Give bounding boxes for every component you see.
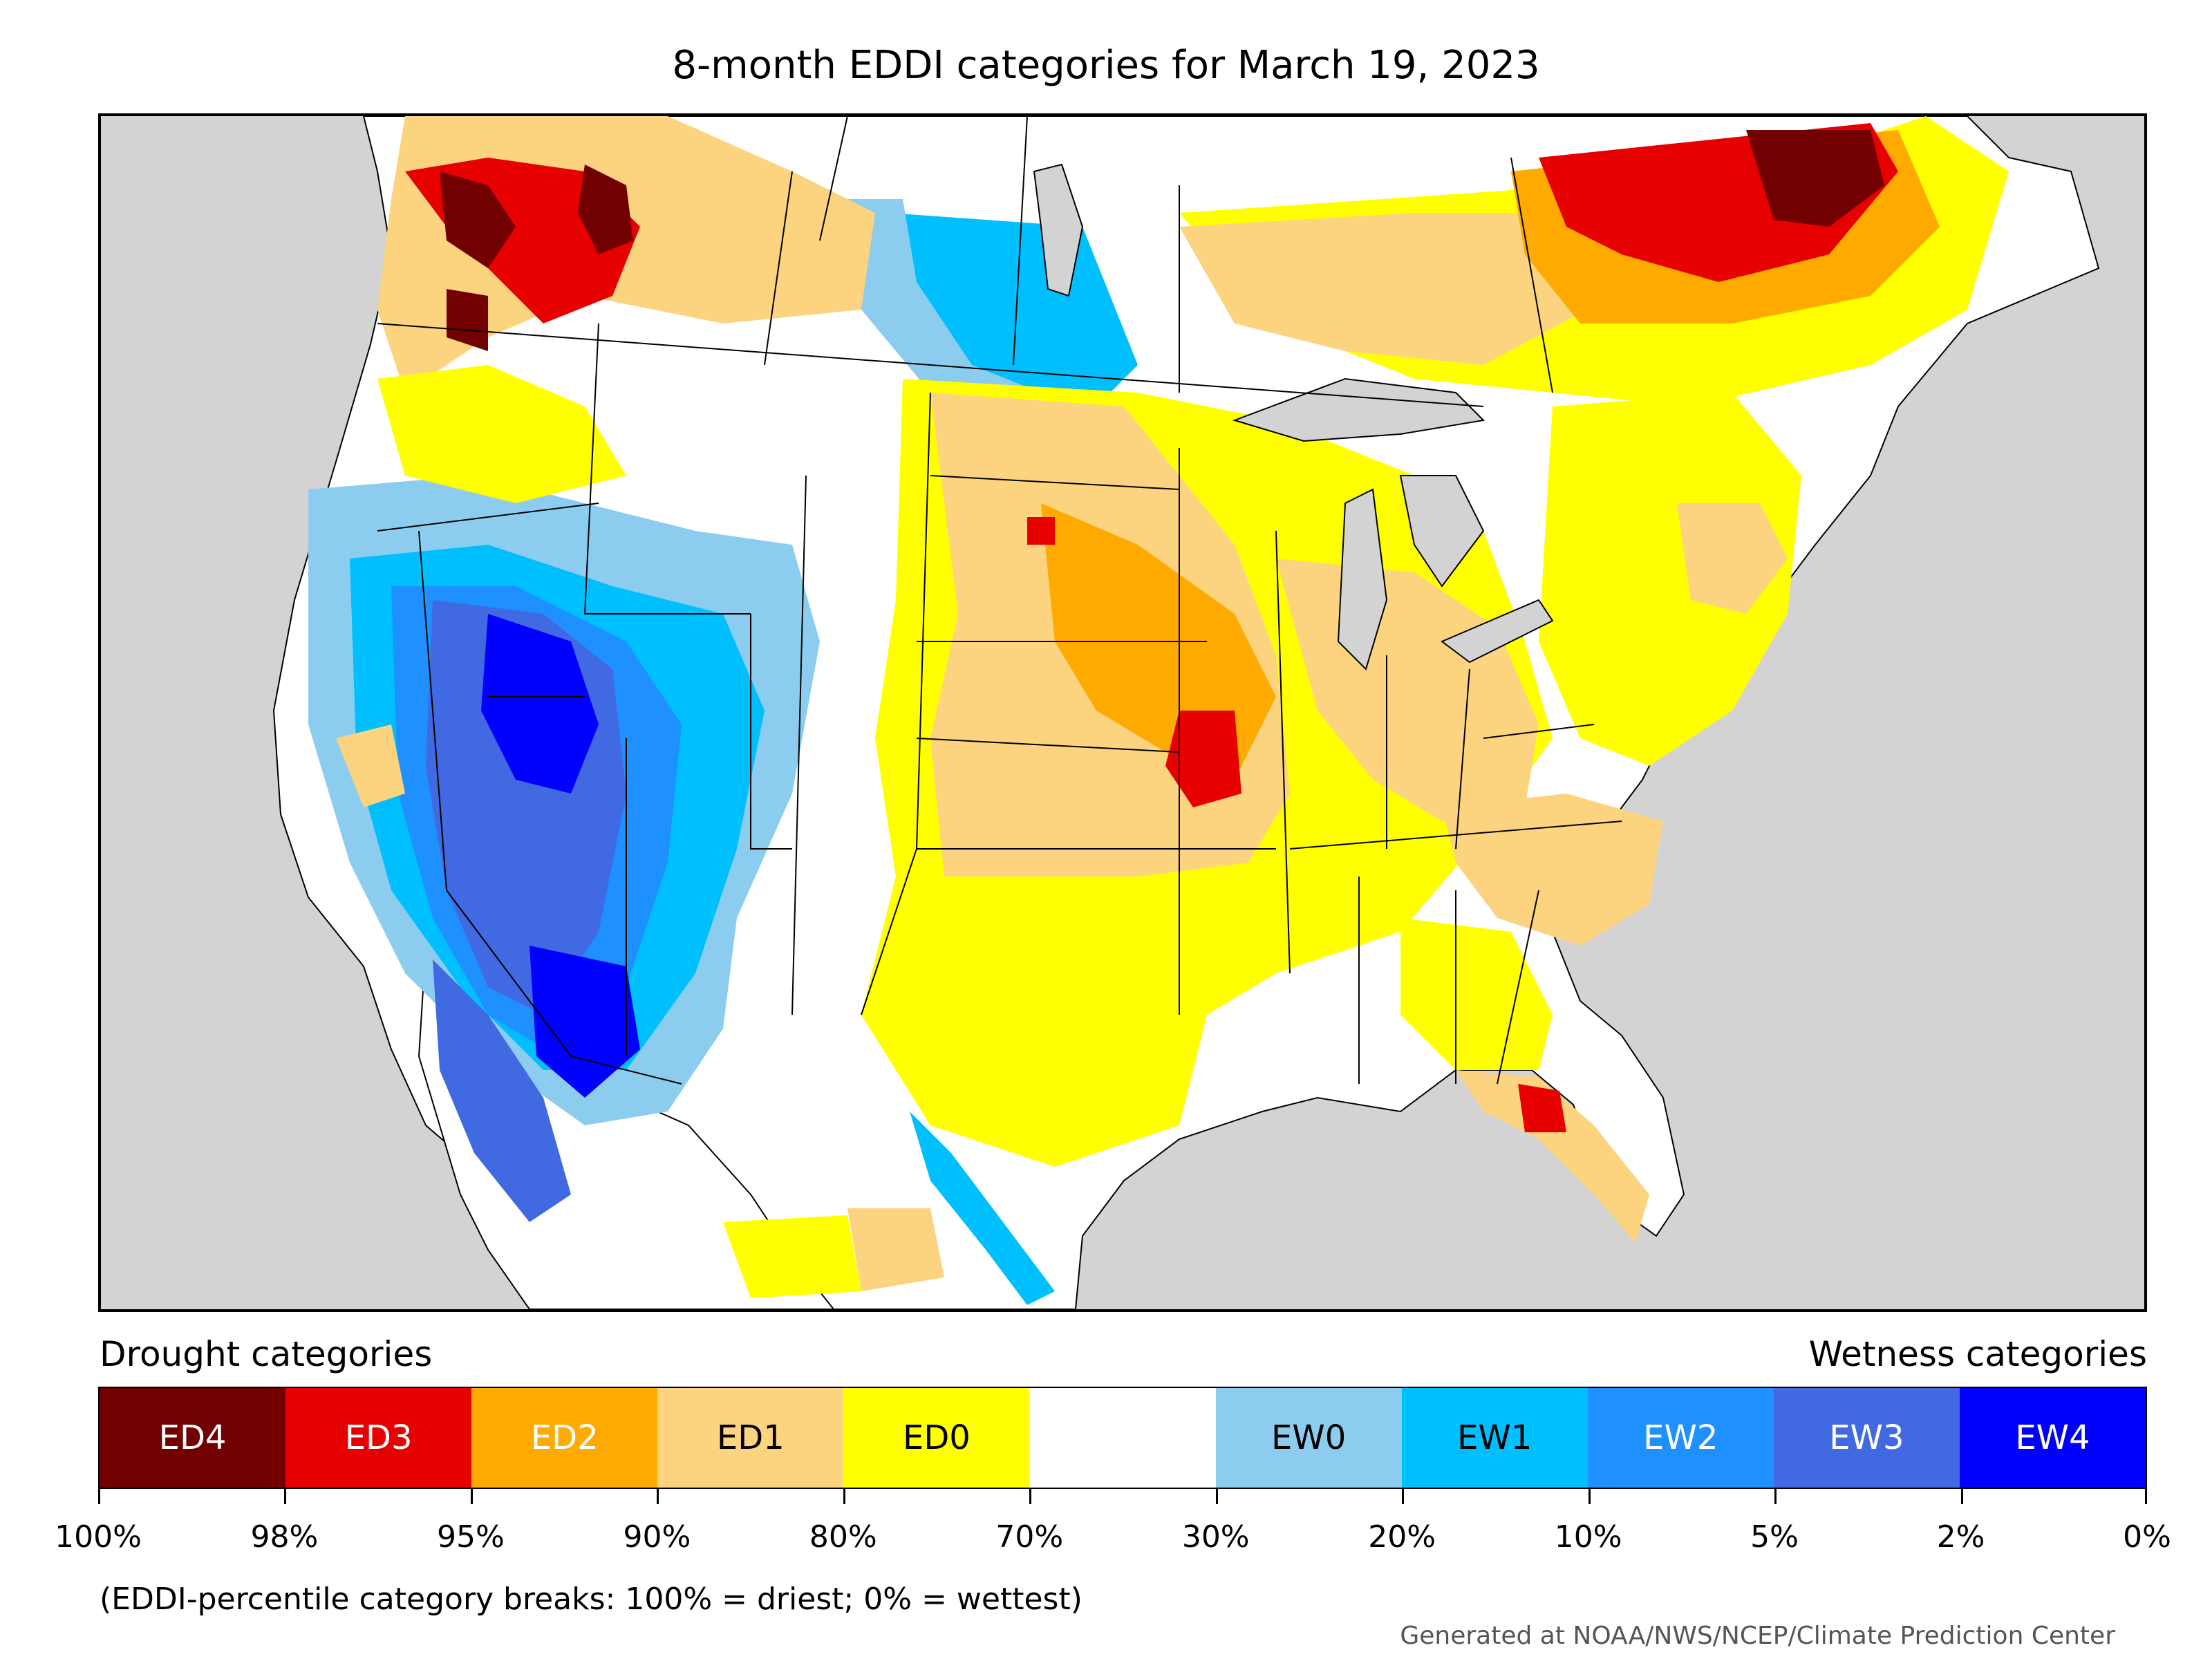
colorbar-tick bbox=[284, 1489, 287, 1504]
political-borders bbox=[377, 116, 1622, 1085]
colorbar-tick-label: 100% bbox=[55, 1519, 142, 1555]
colorbar-swatch-ed1: ED1 bbox=[657, 1388, 844, 1488]
map-canvas bbox=[272, 116, 2100, 1309]
colorbar-swatch-ed0: ED0 bbox=[843, 1388, 1030, 1488]
colorbar-swatch-ed3: ED3 bbox=[285, 1388, 472, 1488]
colorbar-swatch-ed4: ED4 bbox=[100, 1388, 286, 1488]
region-ed0-northeast bbox=[1539, 393, 1801, 766]
colorbar-swatch-normal bbox=[1029, 1388, 1216, 1488]
colorbar-ticks bbox=[98, 1489, 2147, 1517]
lake-huron bbox=[1399, 475, 1485, 588]
colorbar-tick-label: 0% bbox=[2123, 1519, 2171, 1555]
colorbar-tick bbox=[1402, 1489, 1405, 1504]
region-ed0-texas-south bbox=[723, 1215, 861, 1298]
colorbar-swatch-ew1: EW1 bbox=[1401, 1388, 1588, 1488]
region-ew4-west bbox=[481, 614, 599, 794]
lake-superior bbox=[1232, 377, 1485, 442]
region-ew1-texas-coast bbox=[910, 1112, 1055, 1305]
wetness-categories-label: Wetness categories bbox=[1808, 1334, 2147, 1374]
region-ed1-canada-ne bbox=[1179, 213, 1587, 365]
lake-michigan bbox=[1337, 488, 1388, 671]
colorbar-tick-label: 20% bbox=[1368, 1519, 1436, 1555]
colorbar-swatch-ew2: EW2 bbox=[1587, 1388, 1774, 1488]
colorbar-tick bbox=[657, 1489, 659, 1504]
colorbar-swatch-ew4: EW4 bbox=[1959, 1388, 2146, 1488]
category-colorbar: ED4 ED3 ED2 ED1 ED0 EW0 EW1 EW2 EW3 EW4 bbox=[98, 1387, 2147, 1489]
region-ed1-newengland bbox=[1677, 503, 1788, 614]
colorbar-tick-label: 70% bbox=[995, 1519, 1064, 1555]
colorbar-tick bbox=[98, 1489, 100, 1504]
colorbar-tick bbox=[1215, 1489, 1218, 1504]
colorbar-tick bbox=[1960, 1489, 1963, 1504]
colorbar-tick-label: 5% bbox=[1750, 1519, 1799, 1555]
region-ed4-pnw bbox=[440, 165, 633, 351]
colorbar-tick bbox=[843, 1489, 845, 1504]
drought-categories-label: Drought categories bbox=[100, 1334, 433, 1374]
colorbar-tick-label: 30% bbox=[1181, 1519, 1250, 1555]
colorbar-tick bbox=[1588, 1489, 1591, 1504]
colorbar-tick-label: 80% bbox=[809, 1519, 877, 1555]
region-ed3-iowa bbox=[1165, 711, 1241, 807]
colorbar-tick-label: 90% bbox=[623, 1519, 691, 1555]
percentile-footnote: (EDDI-percentile category breaks: 100% =… bbox=[100, 1582, 1082, 1617]
region-ed0-southeast bbox=[1400, 918, 1553, 1070]
region-ed1-california bbox=[336, 724, 405, 807]
map-title: 8-month EDDI categories for March 19, 20… bbox=[672, 43, 1540, 88]
colorbar-swatch-ed2: ED2 bbox=[471, 1388, 658, 1488]
credit-line: Generated at NOAA/NWS/NCEP/Climate Predi… bbox=[1400, 1622, 2115, 1650]
colorbar-tick-label: 95% bbox=[437, 1519, 505, 1555]
colorbar-tick-label: 98% bbox=[250, 1519, 319, 1555]
region-ed3-sd bbox=[1027, 517, 1055, 545]
lake-winnipeg bbox=[1033, 163, 1084, 297]
colorbar-tick bbox=[2145, 1489, 2147, 1504]
colorbar-swatch-ew3: EW3 bbox=[1773, 1388, 1960, 1488]
colorbar-tick-label: 2% bbox=[1936, 1519, 1985, 1555]
region-ed4-canada-ne bbox=[1746, 130, 1884, 227]
eddi-map bbox=[98, 113, 2147, 1312]
region-ed1-texas-south bbox=[847, 1208, 944, 1291]
region-ed3-florida bbox=[1518, 1084, 1566, 1132]
region-ew4-az bbox=[529, 946, 640, 1098]
region-ed1-florida bbox=[1456, 1070, 1649, 1243]
colorbar-tick bbox=[1774, 1489, 1777, 1504]
colorbar-tick bbox=[470, 1489, 473, 1504]
colorbar-tick-label: 10% bbox=[1554, 1519, 1622, 1555]
colorbar-swatch-ew0: EW0 bbox=[1215, 1388, 1402, 1488]
region-ew3-baja bbox=[433, 959, 571, 1222]
region-ed0-pnw bbox=[377, 365, 626, 503]
colorbar-tick bbox=[1029, 1489, 1032, 1504]
lake-erie bbox=[1441, 599, 1554, 664]
